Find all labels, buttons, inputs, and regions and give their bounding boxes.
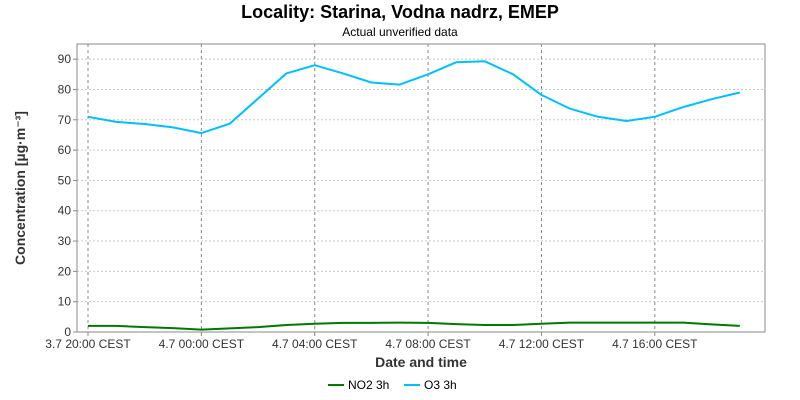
y-tick-label: 70 — [58, 113, 72, 127]
legend-entry: O3 3h — [424, 378, 457, 392]
plot-area — [76, 43, 766, 333]
chart-title: Locality: Starina, Vodna nadrz, EMEP — [241, 2, 559, 22]
x-tick-label: 4.7 16:00 CEST — [612, 337, 698, 351]
y-tick-label: 20 — [58, 264, 72, 278]
grid — [77, 44, 765, 332]
x-tick-label: 4.7 00:00 CEST — [159, 337, 245, 351]
y-tick-label: 10 — [58, 295, 72, 309]
series-line-o3-3h — [87, 60, 741, 135]
axis-ticks: 0 10 20 30 40 50 60 70 80 90 3.7 20:00 CEST 4.7 00:… — [45, 52, 698, 351]
legend-entry: NO2 3h — [348, 378, 389, 392]
y-tick-label: 80 — [58, 82, 72, 96]
x-axis-title: Date and time — [375, 354, 467, 370]
y-axis-title: Concentration [µg·m⁻³] — [12, 111, 28, 265]
y-tick-label: 0 — [64, 325, 71, 339]
x-tick-label: 3.7 20:00 CEST — [45, 337, 131, 351]
y-tick-label: 50 — [58, 173, 72, 187]
y-tick-label: 60 — [58, 143, 72, 157]
legend: NO2 3h O3 3h — [328, 378, 457, 392]
y-tick-label: 30 — [58, 234, 72, 248]
x-tick-label: 4.7 12:00 CEST — [499, 337, 585, 351]
x-tick-label: 4.7 04:00 CEST — [272, 337, 358, 351]
x-tick-label: 4.7 08:00 CEST — [385, 337, 471, 351]
y-tick-label: 90 — [58, 52, 72, 66]
y-tick-label: 40 — [58, 204, 72, 218]
series — [87, 60, 741, 331]
chart-subtitle: Actual unverified data — [342, 25, 458, 39]
series-line-no2-3h — [88, 321, 740, 331]
